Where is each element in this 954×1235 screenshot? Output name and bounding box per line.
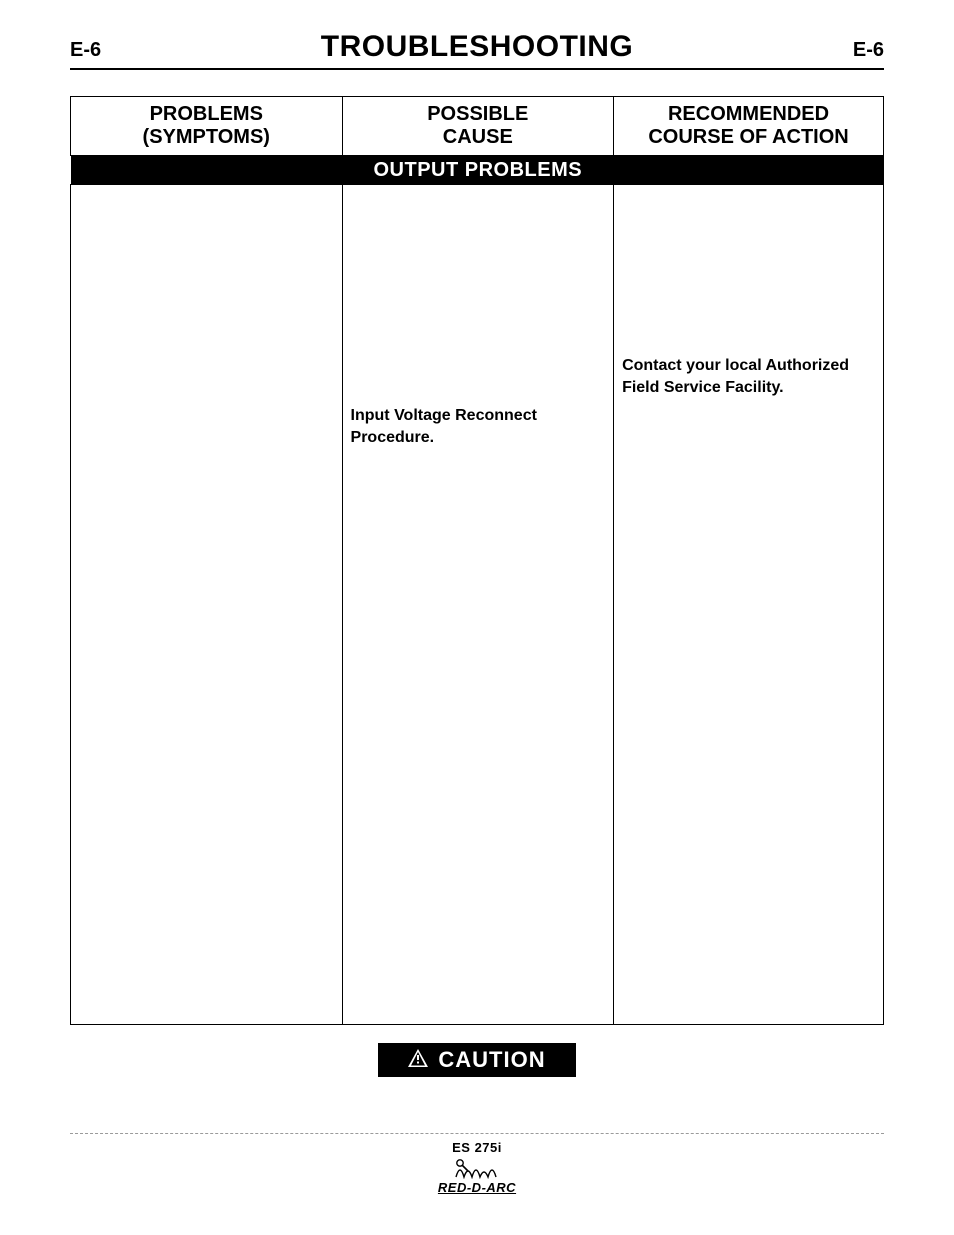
footer-brand: RED-D-ARC (70, 1180, 884, 1195)
col-header-cause: POSSIBLE CAUSE (342, 97, 614, 156)
footer-divider (70, 1133, 884, 1134)
troubleshooting-table: PROBLEMS (SYMPTOMS) POSSIBLE CAUSE RECOM… (70, 96, 884, 1025)
page-footer: ES 275i RED-D-ARC (70, 1133, 884, 1195)
header-left-code: E-6 (70, 39, 130, 62)
col-header-problems: PROBLEMS (SYMPTOMS) (71, 97, 343, 156)
footer-model: ES 275i (70, 1140, 884, 1155)
cause-bold-text: Input Voltage Reconnect Procedure. (351, 407, 537, 446)
section-band-label: OUTPUT PROBLEMS (342, 156, 614, 184)
table-header-row: PROBLEMS (SYMPTOMS) POSSIBLE CAUSE RECOM… (71, 97, 884, 156)
section-band-row: OUTPUT PROBLEMS (71, 156, 884, 185)
cell-cause: Input Voltage Reconnect Procedure. (342, 185, 614, 1025)
warning-triangle-icon (408, 1047, 428, 1073)
caution-container: CAUTION (70, 1043, 884, 1077)
col-header-action: RECOMMENDED COURSE OF ACTION (614, 97, 884, 156)
page: E-6 TROUBLESHOOTING E-6 PROBLEMS (SYMPTO… (0, 0, 954, 1235)
band-left (71, 156, 343, 184)
band-right (614, 156, 884, 184)
action-bold-text: Contact your local Authorized Field Serv… (622, 357, 849, 396)
cell-action: Contact your local Authorized Field Serv… (614, 185, 884, 1025)
page-title: TROUBLESHOOTING (130, 30, 824, 64)
caution-label: CAUTION (438, 1047, 545, 1073)
welder-logo-icon (454, 1157, 500, 1179)
page-header: E-6 TROUBLESHOOTING E-6 (70, 30, 884, 70)
header-right-code: E-6 (824, 39, 884, 62)
caution-box: CAUTION (378, 1043, 575, 1077)
table-row: Input Voltage Reconnect Procedure. Conta… (71, 185, 884, 1025)
cell-problems (71, 185, 343, 1025)
